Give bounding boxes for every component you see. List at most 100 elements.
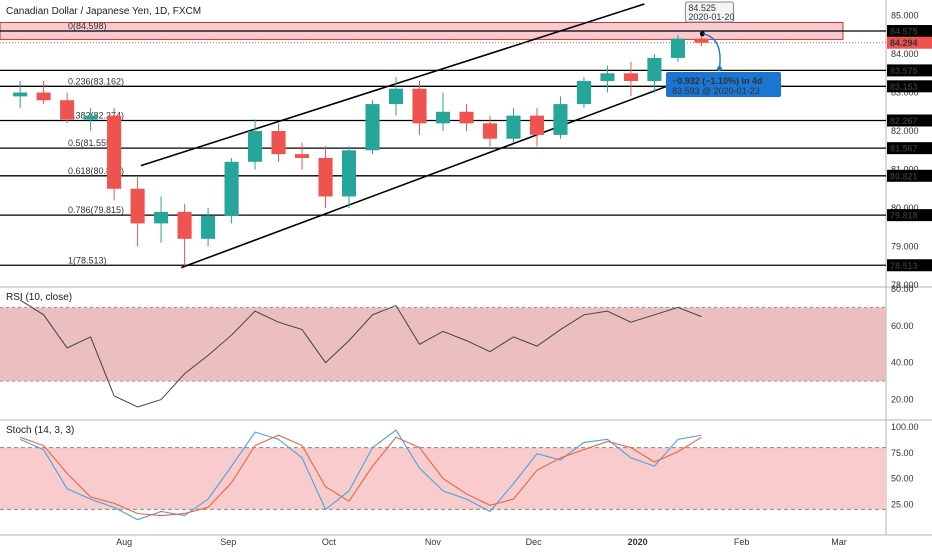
candle[interactable]: [107, 107, 122, 201]
stoch-d-line[interactable]: [19, 434, 702, 517]
rsi-title: RSI (10, close): [6, 292, 72, 303]
background-layer: [0, 0, 932, 536]
rsi-tick-label: 40.00: [891, 358, 914, 368]
candle-body: [388, 88, 404, 105]
candle-body: [201, 215, 216, 239]
candle[interactable]: [459, 104, 474, 132]
candle[interactable]: [553, 96, 568, 139]
time-tick-label: Sep: [220, 537, 236, 547]
candle[interactable]: [529, 107, 545, 147]
candle[interactable]: [154, 196, 169, 243]
candle-body: [60, 100, 75, 120]
stoch-tick-label: 75.00: [891, 448, 914, 458]
candle-body: [647, 57, 662, 81]
fib-axis-tag-bg: [887, 209, 932, 222]
candle[interactable]: [506, 107, 521, 143]
stoch-tick-label: 25.00: [891, 499, 914, 509]
candle[interactable]: [294, 142, 310, 170]
candle[interactable]: [271, 123, 286, 162]
chart-title: Canadian Dollar / Japanese Yen, 1D, FXCM: [6, 6, 201, 17]
candle[interactable]: [365, 100, 380, 155]
price-tick-label: 82.000: [891, 126, 919, 136]
candle-body: [224, 161, 239, 216]
time-tick-label: 2020: [628, 537, 648, 547]
fib-level-label: 0.382(82.274): [68, 110, 124, 120]
rsi-tick-label: 20.00: [891, 395, 914, 405]
candle-body: [177, 211, 192, 239]
fib-axis-tag-bg: [887, 259, 932, 272]
candle[interactable]: [670, 34, 685, 62]
candle-body: [341, 150, 357, 197]
price-pane[interactable]: 0(84.598) 0.236(83.162) 0.382(82.274) 0.5(8…: [0, 1, 886, 269]
resistance-axis-tag-bg: [887, 64, 932, 77]
candle[interactable]: [388, 77, 404, 116]
stoch-k-line[interactable]: [19, 429, 702, 521]
measure-callout-change: −0.932 (−1.10%) in 4d: [672, 76, 763, 86]
price-tick-label: 80.000: [891, 203, 919, 213]
axes-layer: 85.000 84.000 83.000 82.000 81.000 80.000 79.0…: [116, 11, 932, 547]
candle-body: [318, 157, 333, 197]
candle-body: [107, 115, 122, 189]
fib-axis-tag-bg: [887, 114, 932, 127]
candle[interactable]: [224, 157, 239, 224]
candle[interactable]: [412, 80, 427, 135]
fib-level-label: 0.786(79.815): [68, 205, 124, 215]
stoch-tick-label: 100.00: [891, 422, 919, 432]
price-tick-label: 78.000: [891, 280, 919, 290]
fib-level-label: 0(84.598): [68, 21, 107, 31]
current-price-tag: 84.294: [890, 38, 918, 48]
rsi-tick-label: 80.00: [891, 284, 914, 294]
stoch-title: Stoch (14, 3, 3): [6, 425, 74, 436]
time-tick-label: Aug: [116, 537, 132, 547]
candle-body: [553, 104, 568, 135]
time-tick-label: Feb: [734, 537, 750, 547]
high-marker: [699, 31, 705, 37]
candle[interactable]: [201, 208, 216, 247]
fib-axis-tag-bg: [887, 142, 932, 155]
candle[interactable]: [647, 54, 662, 93]
fib-axis-tag: 80.821: [890, 171, 918, 181]
fib-level-label: 0.236(83.162): [68, 76, 124, 86]
candle[interactable]: [341, 146, 357, 209]
candle[interactable]: [177, 204, 192, 266]
candle[interactable]: [600, 65, 615, 93]
candle[interactable]: [60, 92, 75, 124]
resistance-axis-tag: 83.575: [890, 66, 918, 76]
candle[interactable]: [130, 177, 145, 247]
channel-upper-line: [140, 3, 645, 167]
measure-arrow: [703, 33, 721, 69]
candle-body: [670, 38, 685, 58]
price-tick-label: 79.000: [891, 242, 919, 252]
fib-axis-tag: 84.575: [890, 27, 918, 37]
fib-axis-tag-bg: [887, 169, 932, 182]
candle-body: [130, 188, 145, 224]
rsi-tick-label: 60.00: [891, 321, 914, 331]
time-tick-label: Dec: [526, 537, 543, 547]
fib-axis-tag: 79.818: [890, 211, 918, 221]
measure-target-marker: [716, 66, 722, 72]
fib-axis-tag: 83.153: [890, 82, 918, 92]
candle[interactable]: [13, 80, 28, 108]
candle-body: [600, 73, 615, 81]
candle[interactable]: [623, 61, 638, 97]
stoch-pane[interactable]: Stoch (14, 3, 3): [0, 425, 886, 521]
candle[interactable]: [318, 146, 333, 209]
candle[interactable]: [576, 77, 592, 108]
candle[interactable]: [83, 107, 98, 132]
candle-body: [482, 123, 498, 139]
fib-axis-tag-bg: [887, 25, 932, 38]
price-tick-label: 83.000: [891, 88, 919, 98]
rsi-band: [0, 307, 886, 382]
candle-body: [294, 154, 310, 158]
high-callout-date: 2020-01-20: [688, 12, 734, 22]
candle[interactable]: [435, 92, 451, 132]
rsi-pane[interactable]: RSI (10, close): [0, 292, 886, 408]
candle[interactable]: [36, 80, 51, 105]
fib-axis-tag: 82.267: [890, 116, 918, 126]
candle[interactable]: [482, 115, 498, 147]
rsi-line[interactable]: [19, 299, 702, 408]
candle[interactable]: [248, 119, 263, 170]
candle-body: [576, 80, 592, 105]
candle-body: [271, 131, 286, 155]
